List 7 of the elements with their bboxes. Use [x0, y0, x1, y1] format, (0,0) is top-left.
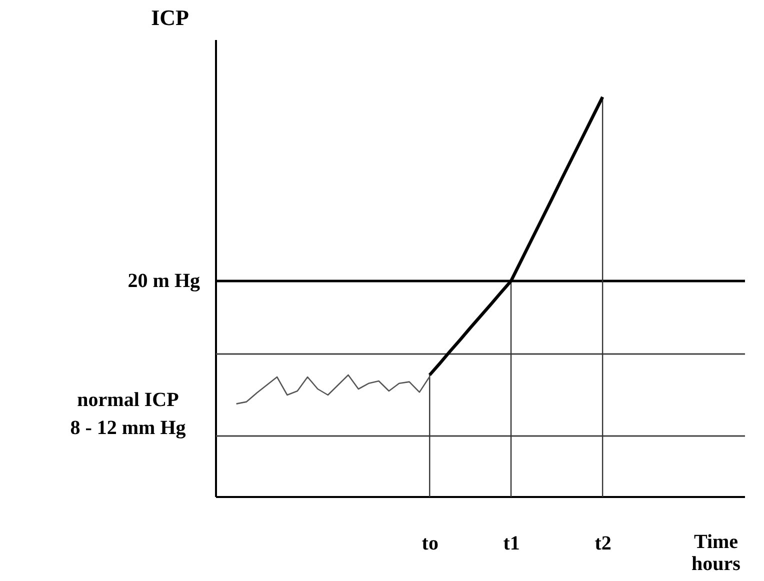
x-tick-label: t2 — [594, 532, 612, 554]
ref-line-label: 20 m Hg — [128, 270, 200, 292]
text: normal ICP 8 - 12 mm Hg — [70, 389, 186, 439]
x-tick-label: to — [422, 532, 438, 554]
x-axis-title: Time hours — [692, 531, 741, 575]
x-tick-label: t1 — [503, 532, 520, 554]
y-axis-title: ICP — [151, 5, 189, 30]
